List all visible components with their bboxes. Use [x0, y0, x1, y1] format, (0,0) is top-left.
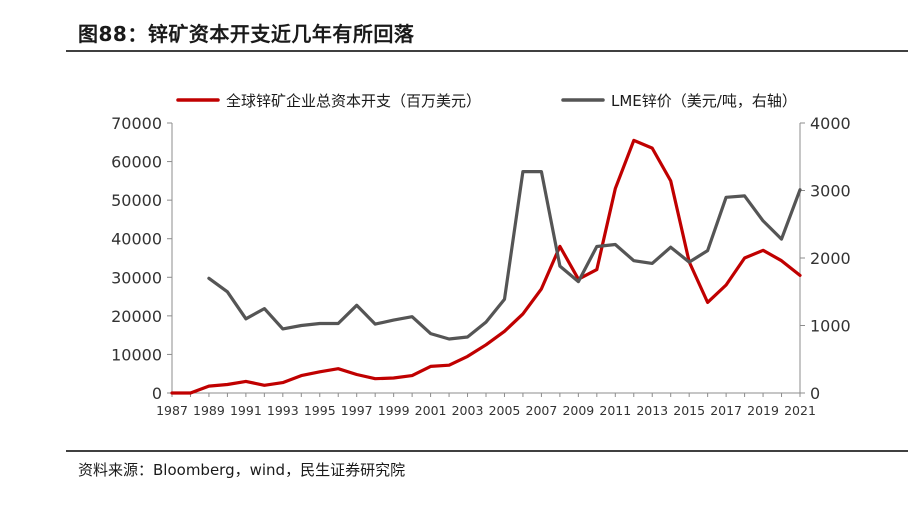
- x-tick-label: 2001: [415, 403, 447, 418]
- figure-title: 图88：锌矿资本开支近几年有所回落: [78, 22, 415, 46]
- series-line-capex: [170, 138, 802, 395]
- chart-legend: 全球锌矿企业总资本开支（百万美元） LME锌价（美元/吨，右轴）: [176, 92, 797, 110]
- y-left-tick-label: 30000: [111, 268, 162, 287]
- x-tick-label: 1987: [156, 403, 188, 418]
- legend-label: 全球锌矿企业总资本开支（百万美元）: [226, 92, 481, 110]
- source-note: 资料来源：Bloomberg，wind，民生证券研究院: [78, 461, 406, 479]
- y-right-tick-label: 2000: [810, 249, 851, 268]
- y-right-tick-label: 3000: [810, 182, 851, 201]
- series-line-lme-zinc-price: [207, 170, 802, 341]
- x-tick-label: 2013: [636, 403, 668, 418]
- y-right-tick-label: 1000: [810, 317, 851, 336]
- y-left-tick-label: 0: [152, 384, 162, 403]
- bottom-divider: [66, 450, 908, 452]
- y-right-tick-label: 4000: [810, 114, 851, 133]
- x-tick-label: 2007: [526, 403, 558, 418]
- x-tick-label: 2019: [747, 403, 779, 418]
- x-tick-label: 1989: [193, 403, 225, 418]
- y-left-tick-label: 40000: [111, 230, 162, 249]
- x-tick-label: 1997: [341, 403, 373, 418]
- x-tick-label: 2017: [710, 403, 742, 418]
- x-tick-label: 1999: [378, 403, 410, 418]
- chart-series: [170, 138, 802, 395]
- x-tick-label: 1993: [267, 403, 299, 418]
- y-left-tick-label: 70000: [111, 114, 162, 133]
- x-tick-label: 2009: [562, 403, 594, 418]
- x-tick-label: 2003: [452, 403, 484, 418]
- legend-label: LME锌价（美元/吨，右轴）: [611, 92, 797, 110]
- y-left-tick-label: 50000: [111, 191, 162, 210]
- y-left-tick-label: 10000: [111, 345, 162, 364]
- x-tick-label: 1995: [304, 403, 336, 418]
- y-left-tick-label: 20000: [111, 307, 162, 326]
- y-left-tick-label: 60000: [111, 153, 162, 172]
- x-tick-label: 2005: [489, 403, 521, 418]
- top-divider: [66, 50, 908, 52]
- x-tick-label: 2015: [673, 403, 705, 418]
- x-tick-label: 2011: [599, 403, 631, 418]
- chart-axes: 0 10000 20000 30000 40000 50000 60000 70000 0 100…: [111, 114, 851, 418]
- y-right-tick-label: 0: [810, 384, 820, 403]
- x-tick-label: 1991: [230, 403, 262, 418]
- x-tick-label: 2021: [784, 403, 816, 418]
